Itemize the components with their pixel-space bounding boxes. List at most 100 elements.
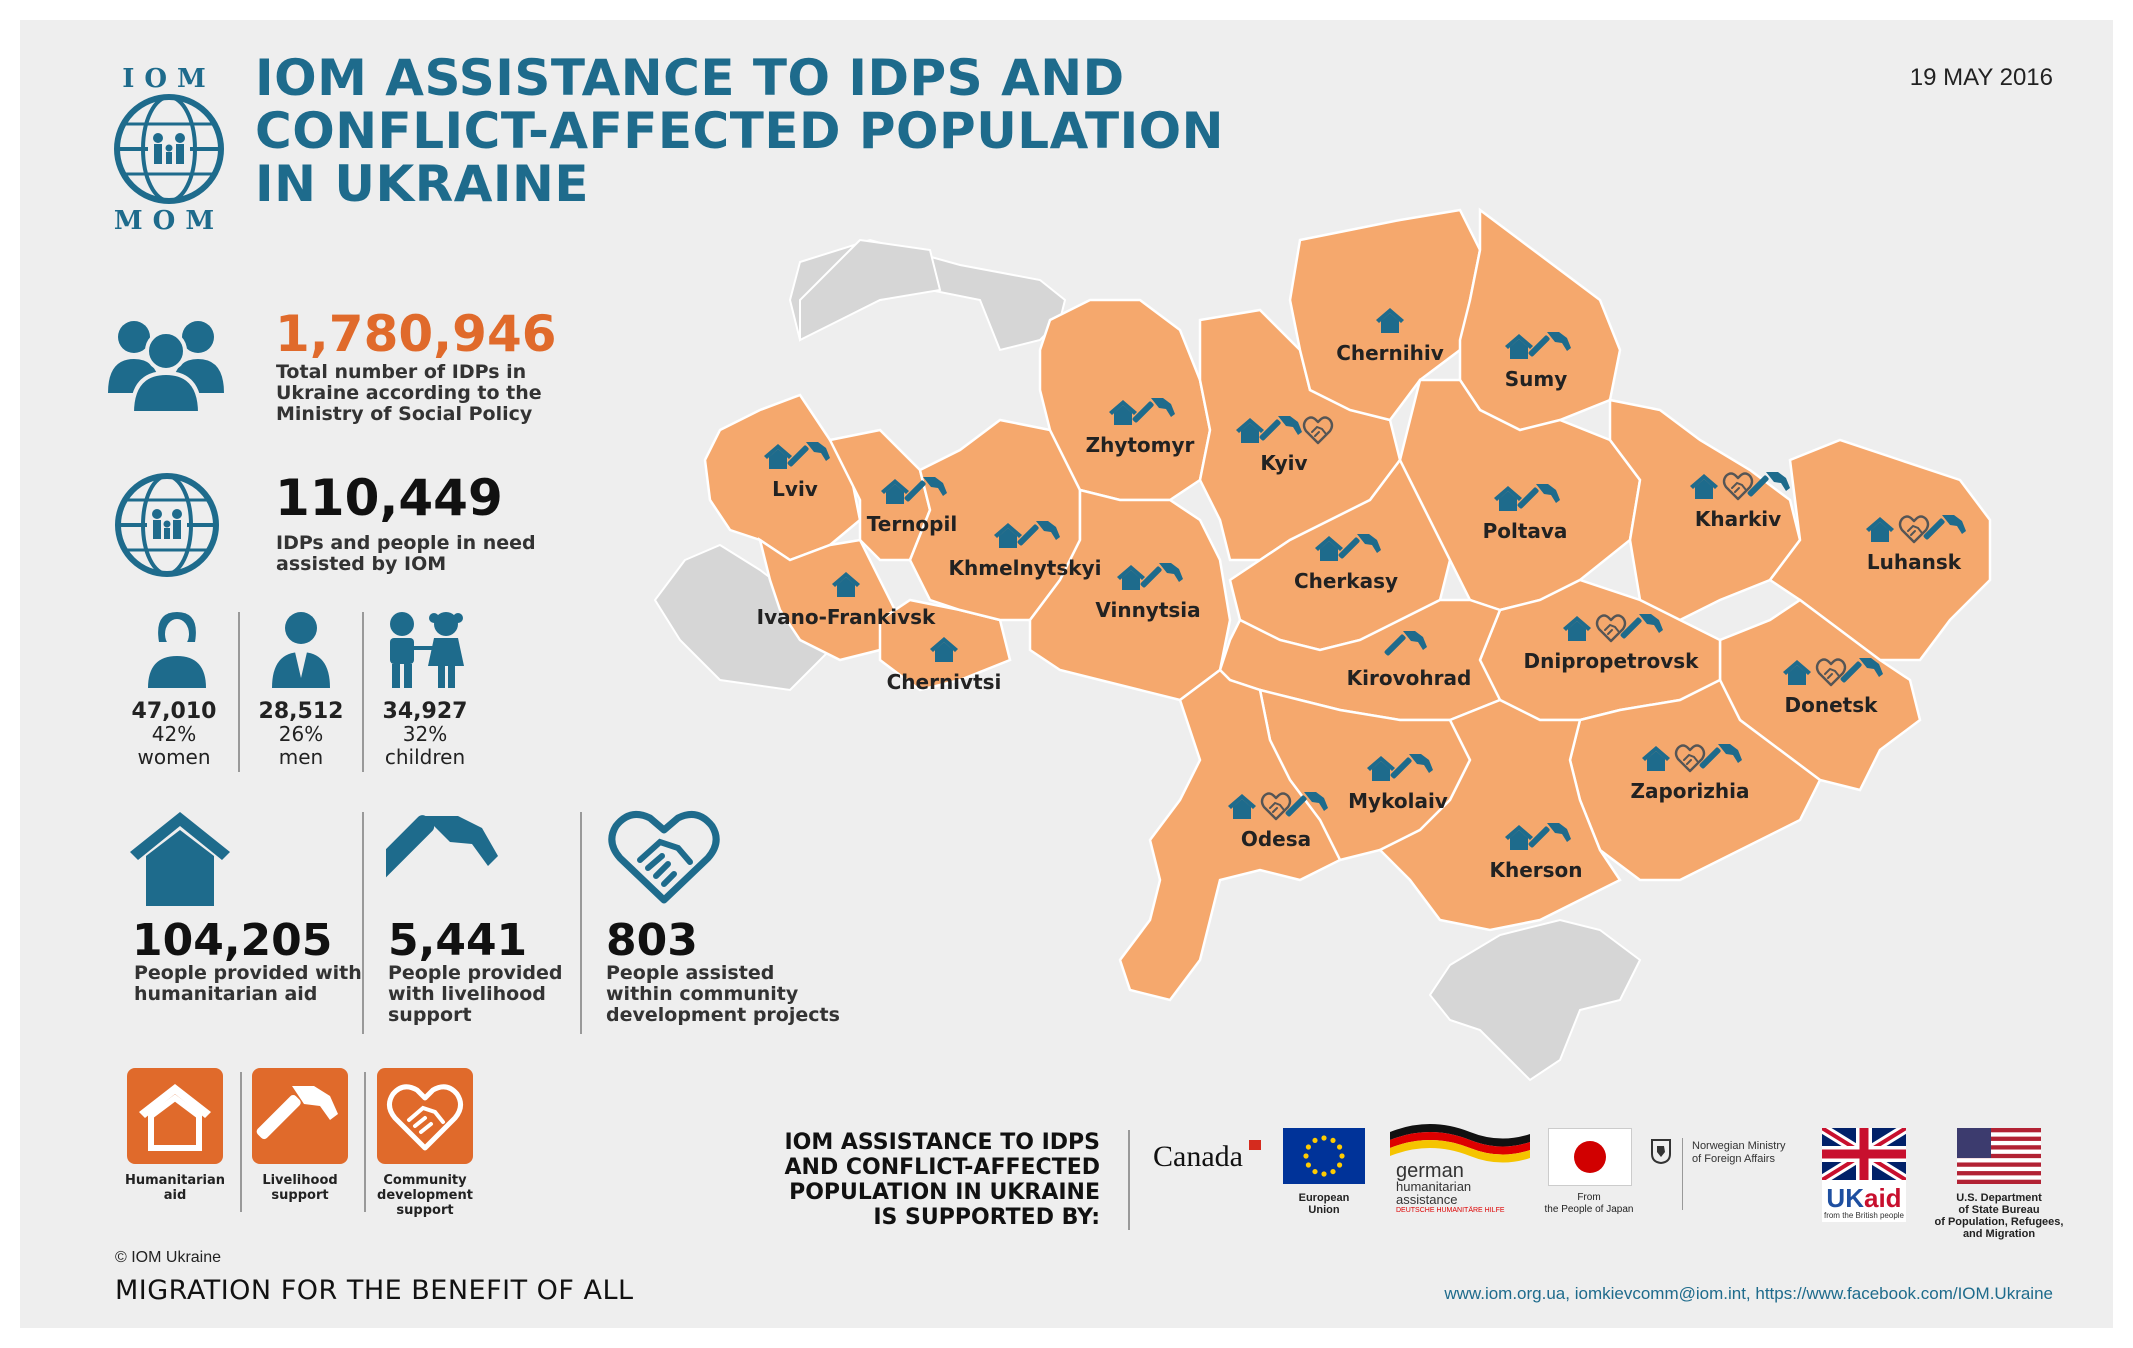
- german-line: german: [1396, 1160, 1464, 1182]
- divider: [240, 1072, 242, 1212]
- region-label: Sumy: [1505, 367, 1568, 391]
- livelihood-label-line: People provided: [388, 962, 563, 984]
- women-stat: 47,010 42% women: [114, 700, 234, 769]
- region-label: Kirovohrad: [1347, 666, 1472, 690]
- humanitarian-label: People provided with humanitarian aid: [134, 963, 362, 1005]
- us-flag-stripe: [1957, 1158, 2041, 1163]
- eu-star-icon: [1336, 1144, 1343, 1150]
- hammer-icon: [256, 1086, 338, 1140]
- women-pct: 42%: [151, 722, 197, 746]
- region-label: Chernihiv: [1336, 341, 1444, 365]
- divider: [364, 1072, 366, 1212]
- eu-star-icon: [1330, 1168, 1336, 1175]
- eu-caption-line: Union: [1308, 1204, 1340, 1216]
- uk-flag-icon: [1819, 1123, 1909, 1185]
- logo-bottom-text: MOM: [113, 206, 225, 236]
- ukaid-uk: UK: [1826, 1183, 1864, 1213]
- norway-line: of Foreign Affairs: [1692, 1153, 1775, 1165]
- region-label: Kyiv: [1260, 451, 1307, 475]
- donor-usa: [1957, 1128, 2041, 1185]
- title-line-2: CONFLICT-AFFECTED POPULATION: [255, 102, 1225, 160]
- humanitarian-label-line: People provided with: [134, 962, 362, 984]
- japan-caption-line: the People of Japan: [1544, 1204, 1634, 1215]
- us-flag-stripe: [1957, 1128, 2041, 1133]
- region-labels: Chernihiv Sumy Zhytomyr Kyiv Lviv Ternopil Khm…: [757, 308, 1966, 882]
- us-flag-stripe: [1957, 1136, 2041, 1142]
- men-pct: 26%: [278, 722, 324, 746]
- total-idps-label-line: Total number of IDPs in: [276, 361, 527, 383]
- legend-humanitarian-box: [127, 1068, 223, 1164]
- region-label: Kharkiv: [1695, 507, 1781, 531]
- women-value: 47,010: [131, 699, 217, 724]
- us-flag-stripe: [1957, 1162, 2041, 1168]
- eu-caption-line: European: [1298, 1192, 1350, 1204]
- eu-star-icon: [1336, 1162, 1343, 1168]
- donor-eu: [1283, 1128, 1365, 1184]
- legend-community-label: Community development support: [365, 1173, 485, 1218]
- supported-line: IS SUPPORTED BY:: [873, 1205, 1100, 1230]
- community-label-line: development projects: [606, 1004, 840, 1026]
- eu-star-icon: [1305, 1162, 1312, 1168]
- total-idps-value: 1,780,946: [275, 305, 557, 363]
- supported-line: AND CONFLICT-AFFECTED: [784, 1155, 1100, 1180]
- region-label: Dnipropetrovsk: [1524, 649, 1700, 673]
- german-line: DEUTSCHE HUMANITÄRE HILFE: [1396, 1207, 1505, 1214]
- men-stat: 28,512 26% men: [241, 700, 361, 769]
- divider: [238, 612, 240, 772]
- handshake-icon: [387, 1084, 463, 1151]
- legend-livelihood-label: Livelihood support: [240, 1173, 360, 1203]
- divider: [580, 812, 582, 1034]
- region-label: Khmelnytskyi: [949, 556, 1102, 580]
- supported-by-heading: IOM ASSISTANCE TO IDPS AND CONFLICT-AFFE…: [760, 1130, 1100, 1230]
- livelihood-label: People provided with livelihood support: [388, 963, 563, 1026]
- us-flag-stripe: [1957, 1145, 2041, 1150]
- copyright: © IOM Ukraine: [115, 1249, 222, 1266]
- norway-lion-icon: [1651, 1139, 1671, 1164]
- men-value: 28,512: [258, 699, 344, 724]
- house-icon: [130, 812, 230, 906]
- region-label: Donetsk: [1785, 693, 1879, 717]
- eu-caption: European Union: [1264, 1192, 1384, 1216]
- community-label-line: within community: [606, 983, 799, 1005]
- supported-line: POPULATION IN UKRAINE: [789, 1180, 1100, 1205]
- us-flag-stripe: [1957, 1153, 2041, 1159]
- neighbor-west: [799, 238, 942, 342]
- community-value: 803: [606, 915, 698, 966]
- humanitarian-value: 104,205: [132, 915, 333, 966]
- supported-line: IOM ASSISTANCE TO IDPS: [784, 1130, 1100, 1155]
- maple-leaf-icon: [1249, 1140, 1262, 1150]
- us-flag-stripe: [1957, 1140, 2041, 1146]
- eu-star-icon: [1303, 1153, 1309, 1159]
- iom-globe-icon: [115, 473, 219, 577]
- assisted-label: IDPs and people in need assisted by IOM: [276, 533, 536, 575]
- usa-caption-line: and Migration: [1962, 1228, 2036, 1240]
- donor-germany: german humanitarian assistance DEUTSCHE …: [1390, 1122, 1530, 1222]
- norway-line: Norwegian Ministry: [1692, 1140, 1786, 1152]
- legend-humanitarian-label: Humanitarian aid: [115, 1173, 235, 1203]
- japan-caption: From the People of Japan: [1529, 1192, 1649, 1216]
- eu-star-icon: [1339, 1153, 1345, 1159]
- region-label: Lviv: [772, 477, 818, 501]
- total-idps-label-line: Ministry of Social Policy: [276, 403, 533, 425]
- report-date: 19 MAY 2016: [1909, 64, 2053, 91]
- donor-canada: Canada: [1153, 1140, 1262, 1174]
- ukaid-tagline: from the British people: [1823, 1211, 1905, 1220]
- contact-links[interactable]: www.iom.org.ua, iomkievcomm@iom.int, htt…: [1444, 1284, 2053, 1303]
- region-label: Chernivtsi: [887, 670, 1002, 694]
- us-flag-stripe: [1957, 1149, 2041, 1155]
- region-kherson: [1377, 698, 1622, 932]
- eu-star-icon: [1305, 1144, 1312, 1150]
- legend-label-line: support: [396, 1203, 454, 1218]
- community-label: People assisted within community develop…: [606, 963, 840, 1026]
- region-label: Odesa: [1241, 827, 1311, 851]
- title-line-1: IOM ASSISTANCE TO IDPS AND: [255, 49, 1125, 107]
- german-text: german humanitarian assistance DEUTSCHE …: [1396, 1160, 1505, 1215]
- hammer-icon: [386, 815, 498, 891]
- children-pct: 32%: [402, 722, 448, 746]
- divider: [362, 612, 364, 772]
- page-title: IOM ASSISTANCE TO IDPS AND CONFLICT-AFFE…: [255, 52, 1224, 211]
- region-label: Mykolaiv: [1348, 789, 1448, 813]
- us-flag-icon: [1957, 1128, 2041, 1185]
- man-icon: [272, 612, 330, 688]
